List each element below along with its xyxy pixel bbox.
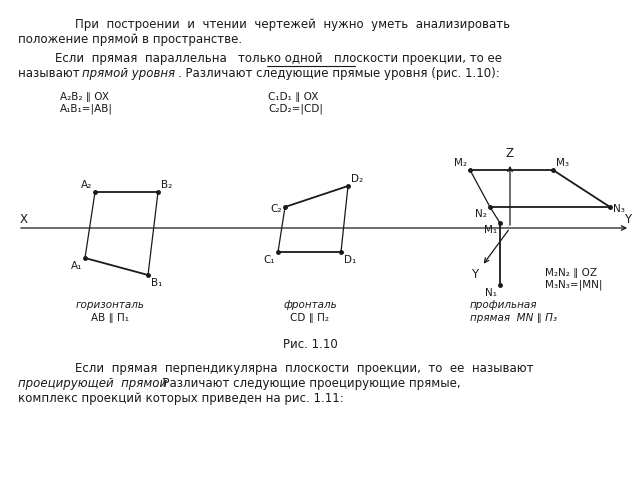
Text: CD ∥ Π₂: CD ∥ Π₂ (291, 313, 330, 323)
Text: прямая  MN ∥ Π₃: прямая MN ∥ Π₃ (470, 313, 557, 323)
Text: C₁D₁ ∥ OX: C₁D₁ ∥ OX (268, 92, 318, 102)
Text: M₃: M₃ (556, 158, 569, 168)
Text: комплекс проекций которых приведен на рис. 1.11:: комплекс проекций которых приведен на ри… (18, 392, 344, 405)
Text: B₁: B₁ (151, 278, 163, 288)
Text: C₂: C₂ (271, 204, 282, 214)
Text: положение прямой в пространстве.: положение прямой в пространстве. (18, 33, 242, 46)
Text: При  построении  и  чтении  чертежей  нужно  уметь  анализировать: При построении и чтении чертежей нужно у… (75, 18, 510, 31)
Text: горизонталь: горизонталь (76, 300, 145, 310)
Text: A₂B₂ ∥ OX: A₂B₂ ∥ OX (60, 92, 109, 102)
Text: Если  прямая  параллельна   только одной   плоскости проекции, то ее: Если прямая параллельна только одной пло… (55, 52, 502, 65)
Text: N₂: N₂ (475, 209, 487, 219)
Text: A₁: A₁ (70, 261, 82, 271)
Text: называют: называют (18, 67, 83, 80)
Text: . Различают следующие прямые уровня (рис. 1.10):: . Различают следующие прямые уровня (рис… (178, 67, 500, 80)
Text: B₂: B₂ (161, 180, 172, 190)
Text: N₃: N₃ (613, 204, 625, 214)
Text: M₂: M₂ (454, 158, 467, 168)
Text: . Различают следующие проецирующие прямые,: . Различают следующие проецирующие прямы… (155, 377, 461, 390)
Text: D₁: D₁ (344, 255, 356, 265)
Text: N₁: N₁ (485, 288, 497, 298)
Text: C₂D₂=|CD|: C₂D₂=|CD| (268, 104, 323, 115)
Text: M₃N₃=|MN|: M₃N₃=|MN| (545, 280, 602, 290)
Text: A₁B₁=|AB|: A₁B₁=|AB| (60, 104, 113, 115)
Text: C₁: C₁ (264, 255, 275, 265)
Text: Рис. 1.10: Рис. 1.10 (283, 338, 337, 351)
Text: Y: Y (624, 213, 631, 226)
Text: фронталь: фронталь (283, 300, 337, 310)
Text: A₂: A₂ (81, 180, 92, 190)
Text: проецирующей  прямой: проецирующей прямой (18, 377, 167, 390)
Text: M₁: M₁ (484, 225, 497, 235)
Text: прямой уровня: прямой уровня (82, 67, 175, 80)
Text: Y: Y (471, 268, 478, 281)
Text: профильная: профильная (470, 300, 538, 310)
Text: X: X (20, 213, 28, 226)
Text: Z: Z (506, 147, 514, 160)
Text: AB ∥ Π₁: AB ∥ Π₁ (91, 313, 129, 323)
Text: D₂: D₂ (351, 174, 363, 184)
Text: Если  прямая  перпендикулярна  плоскости  проекции,  то  ее  называют: Если прямая перпендикулярна плоскости пр… (75, 362, 534, 375)
Text: M₂N₂ ∥ OZ: M₂N₂ ∥ OZ (545, 268, 597, 278)
